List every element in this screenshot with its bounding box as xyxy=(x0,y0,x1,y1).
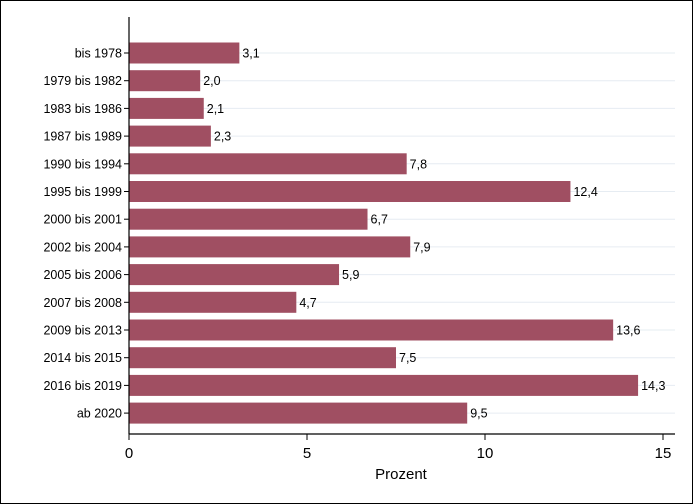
value-label: 14,3 xyxy=(641,379,665,393)
category-label: ab 2020 xyxy=(77,407,122,421)
value-label: 5,9 xyxy=(342,268,359,282)
value-label: 3,1 xyxy=(242,47,259,61)
category-label: 2007 bis 2008 xyxy=(43,296,122,310)
value-label: 7,8 xyxy=(410,157,427,171)
value-label: 2,0 xyxy=(203,74,220,88)
bar xyxy=(129,208,368,230)
x-tick-label: 5 xyxy=(303,445,311,462)
bar xyxy=(129,319,614,341)
value-label: 4,7 xyxy=(299,296,316,310)
bar xyxy=(129,42,240,64)
bar xyxy=(129,236,411,258)
value-label: 12,4 xyxy=(573,185,597,199)
category-label: 2000 bis 2001 xyxy=(43,213,122,227)
category-label: 1987 bis 1989 xyxy=(43,130,122,144)
bar xyxy=(129,374,639,396)
category-label: 2002 bis 2004 xyxy=(43,240,122,254)
x-tick-label: 0 xyxy=(125,445,133,462)
bar xyxy=(129,291,297,313)
x-axis-title: Prozent xyxy=(375,466,428,483)
category-label: 1979 bis 1982 xyxy=(43,74,122,88)
bar xyxy=(129,70,201,92)
value-label: 7,5 xyxy=(399,351,416,365)
bar xyxy=(129,347,396,369)
category-label: 1983 bis 1986 xyxy=(43,102,122,116)
bar xyxy=(129,402,468,424)
category-label: bis 1978 xyxy=(75,47,122,61)
value-label: 6,7 xyxy=(371,213,388,227)
value-label: 2,1 xyxy=(207,102,224,116)
value-label: 13,6 xyxy=(616,324,640,338)
bar xyxy=(129,153,407,175)
value-label: 9,5 xyxy=(470,407,487,421)
bar xyxy=(129,125,211,147)
bar xyxy=(129,264,340,286)
value-label: 7,9 xyxy=(413,240,430,254)
category-label: 1990 bis 1994 xyxy=(43,157,122,171)
bar xyxy=(129,97,204,119)
category-label: 1995 bis 1999 xyxy=(43,185,122,199)
value-label: 2,3 xyxy=(214,130,231,144)
category-label: 2009 bis 2013 xyxy=(43,324,122,338)
x-tick-label: 15 xyxy=(655,445,672,462)
category-label: 2005 bis 2006 xyxy=(43,268,122,282)
x-tick-label: 10 xyxy=(477,445,494,462)
bar xyxy=(129,181,571,202)
category-label: 2016 bis 2019 xyxy=(43,379,122,393)
category-label: 2014 bis 2015 xyxy=(43,351,122,365)
